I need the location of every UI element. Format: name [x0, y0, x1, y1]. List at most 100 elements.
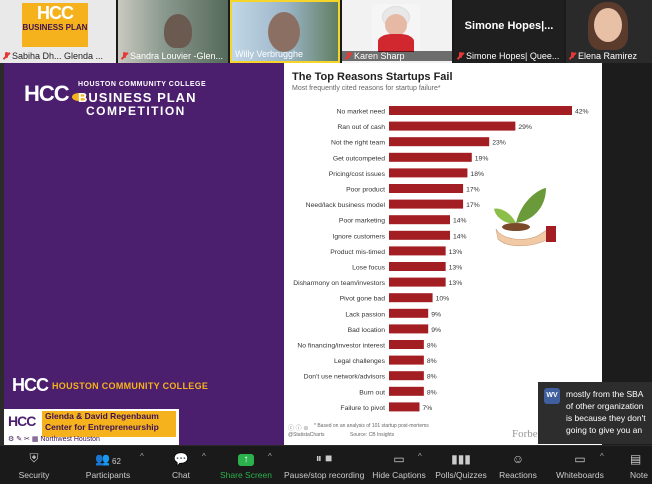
category-label: Product mis-timed	[330, 249, 385, 256]
participant-count: 62	[112, 457, 121, 466]
participant-tile[interactable]: HCC BUSINESS PLAN Sabiha Dh... Glenda ..…	[0, 0, 116, 63]
bar	[389, 308, 429, 318]
mic-muted-icon	[345, 52, 352, 60]
record-button[interactable]: ⏸ ■ Pause/stop recording	[284, 446, 364, 484]
value-label: 29%	[518, 124, 532, 131]
share-screen-button[interactable]: ↑ Share Screen	[220, 454, 272, 480]
bar	[389, 106, 572, 115]
participant-name: Karen Sharp	[342, 51, 452, 61]
bar	[389, 215, 450, 225]
screen-margin	[602, 63, 652, 445]
value-label: 10%	[436, 296, 450, 303]
chat-caret-icon[interactable]: ^	[202, 452, 206, 461]
bar	[389, 340, 424, 349]
logo-text: HCC	[37, 3, 74, 23]
category-label: Burn out	[359, 389, 385, 396]
bird-logo-icon	[71, 93, 86, 101]
bar	[389, 137, 490, 147]
category-label: Pricing/cost issues	[329, 171, 386, 178]
bar	[389, 184, 464, 193]
chart-footnote: * Based on an analysis of 101 startup po…	[314, 423, 429, 429]
value-label: 8%	[427, 343, 437, 350]
center-name-line2: Center for Entrepreneurship	[45, 422, 159, 432]
competition-title-2: COMPETITION	[86, 104, 186, 118]
notes-button[interactable]: ▤ Note	[630, 446, 652, 484]
bar-chart: No market need 42% Ran out of cash 29% Not t…	[293, 106, 589, 412]
college-footer-name: HOUSTON COMMUNITY COLLEGE	[52, 380, 209, 391]
participant-tile[interactable]: Sandra Louvier -Glen...	[118, 0, 228, 63]
category-label: Failure to pivot	[340, 405, 385, 412]
smiley-icon: ☺	[511, 452, 525, 466]
category-label: Disharmony on team/investors	[293, 280, 385, 287]
participants-caret-icon[interactable]: ^	[140, 452, 144, 461]
chat-bubble-icon: 💬	[173, 452, 189, 466]
participant-strip: HCC BUSINESS PLAN Sabiha Dh... Glenda ..…	[0, 0, 652, 63]
notes-icon: ▤	[630, 452, 642, 466]
whiteboards-button[interactable]: ▭ Whiteboards	[556, 446, 604, 484]
chat-line: of other organization	[566, 401, 644, 411]
value-label: 18%	[470, 171, 484, 178]
bar	[389, 262, 446, 271]
category-label: Legal challenges	[334, 358, 386, 365]
person-silhouette	[164, 14, 192, 48]
chat-button[interactable]: 💬 Chat	[166, 446, 196, 484]
chat-preview-popup[interactable]: WV mostly from the SBA of other organiza…	[538, 382, 652, 444]
category-label: Get outcompeted	[333, 155, 385, 162]
value-label: 14%	[453, 218, 467, 225]
person-face	[594, 8, 622, 42]
hcc-logo: HCC	[24, 81, 70, 106]
hcc-brand: HCC	[24, 81, 86, 107]
participants-button[interactable]: 👥 62 Participants	[85, 452, 131, 480]
bar	[389, 168, 468, 178]
bar	[389, 230, 450, 240]
category-label: Lack passion	[345, 311, 385, 318]
reactions-button[interactable]: ☺ Reactions	[498, 446, 538, 484]
category-label: Don't use network/advisors	[304, 374, 386, 381]
value-label: 13%	[449, 265, 463, 272]
share-caret-icon[interactable]: ^	[268, 452, 272, 461]
chat-line: mostly from the SBA	[566, 389, 644, 399]
value-label: 14%	[453, 233, 467, 240]
security-button[interactable]: ⛨ Security	[12, 446, 56, 484]
meeting-toolbar: ⛨ Security 👥 62 Participants ^ 💬 Chat ^ ↑…	[0, 445, 652, 484]
category-label: No financing/investor interest	[297, 343, 385, 350]
shared-screen: HCC HOUSTON COMMUNITY COLLEGE BUSINESS P…	[0, 63, 652, 445]
value-label: 8%	[427, 374, 437, 381]
category-label: Ignore customers	[332, 233, 385, 240]
value-label: 13%	[449, 280, 463, 287]
bar	[389, 277, 446, 287]
campus-line: ⚙ ✎ ✂ ▦ Northwest Houston	[8, 436, 100, 443]
category-label: Need/lack business model	[306, 202, 386, 209]
participant-display-name: Simone Hopes|...	[464, 20, 554, 32]
license-icons: ⓒ ⓘ ⊜	[288, 426, 309, 432]
category-label: Ran out of cash	[337, 124, 385, 131]
participant-tile[interactable]: Elena Ramirez	[566, 0, 652, 63]
whiteboard-icon: ▭	[574, 452, 586, 466]
participant-tile[interactable]: Simone Hopes|... Simone Hopes| Quee...	[454, 0, 564, 63]
whiteboards-caret-icon[interactable]: ^	[600, 452, 604, 461]
polls-button[interactable]: ▮▮▮ Polls/Quizzes	[434, 446, 488, 484]
bar	[389, 152, 472, 162]
hand-sprout-illustration	[494, 188, 556, 247]
participant-tile[interactable]: Karen Sharp	[342, 0, 452, 63]
category-label: No market need	[337, 109, 386, 116]
value-label: 9%	[431, 327, 441, 334]
participant-name: Sabiha Dh... Glenda ...	[3, 51, 114, 61]
chat-message: mostly from the SBA of other organizatio…	[566, 388, 652, 436]
participant-tile-active-speaker[interactable]: Willy Verbrugghe	[230, 0, 340, 63]
participant-name: Sandra Louvier -Glen...	[121, 51, 226, 61]
mic-muted-icon	[3, 52, 10, 60]
captions-button[interactable]: ▭ Hide Captions	[372, 446, 426, 484]
category-label: Not the right team	[331, 140, 385, 147]
chat-line: going to give you an	[566, 425, 643, 435]
chart-source: Source: CB Insights	[350, 432, 395, 438]
captions-caret-icon[interactable]: ^	[418, 452, 422, 461]
bar	[389, 371, 424, 381]
participant-name: Simone Hopes| Quee...	[457, 51, 562, 61]
category-label: Pivot gone bad	[340, 296, 386, 303]
logo-subtext: BUSINESS PLAN	[22, 23, 88, 32]
shield-icon: ⛨	[29, 451, 39, 465]
hcc-small-logo: HCC	[8, 413, 36, 429]
hcc-footer-logo: HCC	[12, 375, 49, 395]
